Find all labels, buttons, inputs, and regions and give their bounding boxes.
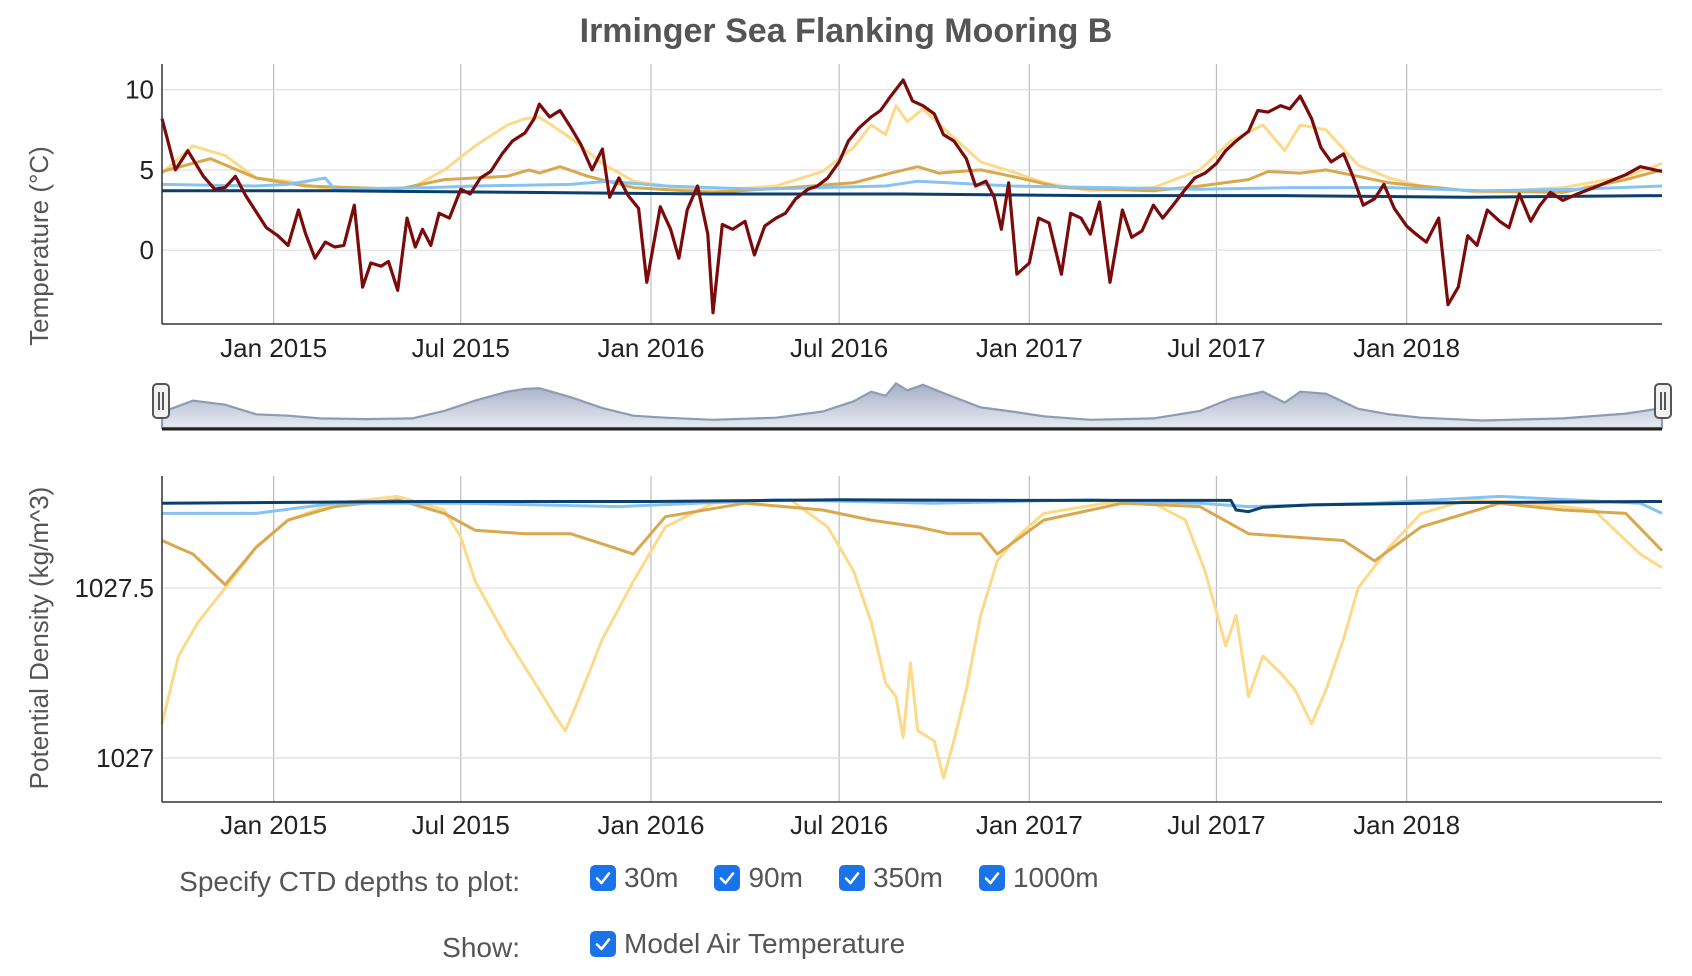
show-checkbox-group: Model Air Temperature [590,928,941,960]
depth-checkbox-label: 90m [748,862,803,893]
temperature-x-tick-label: Jul 2017 [1167,333,1265,363]
depth-label: Specify CTD depths to plot: [179,866,520,897]
depth-checkbox-90m[interactable]: 90m [714,862,803,894]
temperature-series-d1000 [162,189,1663,199]
temperature-x-tick-label: Jan 2017 [976,333,1083,363]
density-series-d90 [161,498,1664,587]
density-y-tick-label: 1027.5 [74,573,154,603]
density-y-tick-label: 1027 [96,743,154,773]
density-y-axis-label: Potential Density (kg/m^3) [24,487,54,790]
density-series-d1000 [161,498,1663,514]
density-panel: Jan 2015 Jul 2015 Jan 2016 Jul 2016 Jan 2017… [24,476,1664,840]
depth-checkbox-label: 350m [872,862,943,893]
air-temperature-label: Model Air Temperature [624,928,906,959]
checkmark-icon [978,865,1005,891]
checkmark-icon [838,865,865,891]
chart-title: Irminger Sea Flanking Mooring B [580,12,1113,50]
navigator-right-handle[interactable] [1654,383,1672,419]
density-x-tick-label: Jul 2017 [1167,810,1265,840]
density-series-d30 [160,494,1663,780]
density-x-tick-label: Jul 2015 [412,810,510,840]
checkmark-icon [590,865,616,891]
temperature-series-d350 [161,176,1663,193]
temperature-y-tick-label: 0 [140,235,154,265]
navigator-left-handle[interactable] [152,383,170,419]
density-series [160,494,1664,780]
air-temperature-checkbox[interactable]: Model Air Temperature [590,928,905,960]
temperature-x-tick-label: Jan 2015 [220,333,327,363]
show-label: Show: [442,932,520,963]
temperature-series [160,78,1663,315]
temperature-x-tick-label: Jan 2016 [597,333,704,363]
checkmark-icon [590,931,616,957]
density-x-tick-label: Jan 2016 [597,810,704,840]
depth-checkbox-1000m[interactable]: 1000m [978,862,1099,894]
depth-checkbox-350m[interactable]: 350m [838,862,943,894]
temperature-x-tick-label: Jul 2016 [790,333,888,363]
depth-checkbox-30m[interactable]: 30m [590,862,678,894]
density-axes: Jan 2015 Jul 2015 Jan 2016 Jul 2016 Jan 2017… [74,476,1662,840]
density-x-tick-label: Jan 2018 [1353,810,1460,840]
temperature-y-tick-label: 5 [140,155,154,185]
temperature-y-tick-label: 10 [125,75,154,105]
temperature-axes: Jan 2015 Jul 2015 Jan 2016 Jul 2016 Jan 2017… [125,64,1662,363]
temperature-series-d90 [161,157,1663,194]
temperature-x-tick-label: Jan 2018 [1353,333,1460,363]
navigator[interactable] [152,381,1672,431]
temperature-y-axis-label: Temperature (°C) [24,146,54,346]
navigator-area [160,381,1664,430]
navigator-series [160,381,1664,430]
density-x-tick-label: Jan 2017 [976,810,1083,840]
temperature-x-tick-label: Jul 2015 [412,333,510,363]
temperature-series-d30 [161,104,1663,194]
depth-checkbox-group: 30m 90m 350m 1000m [590,862,1135,894]
temperature-panel: Jan 2015 Jul 2015 Jan 2016 Jul 2016 Jan 2017… [24,64,1663,363]
checkmark-icon [714,865,741,891]
depth-checkbox-label: 30m [624,862,679,893]
temperature-series-air [160,78,1663,315]
density-x-tick-label: Jul 2016 [790,810,888,840]
density-x-tick-label: Jan 2015 [220,810,327,840]
depth-checkbox-label: 1000m [1012,862,1099,893]
